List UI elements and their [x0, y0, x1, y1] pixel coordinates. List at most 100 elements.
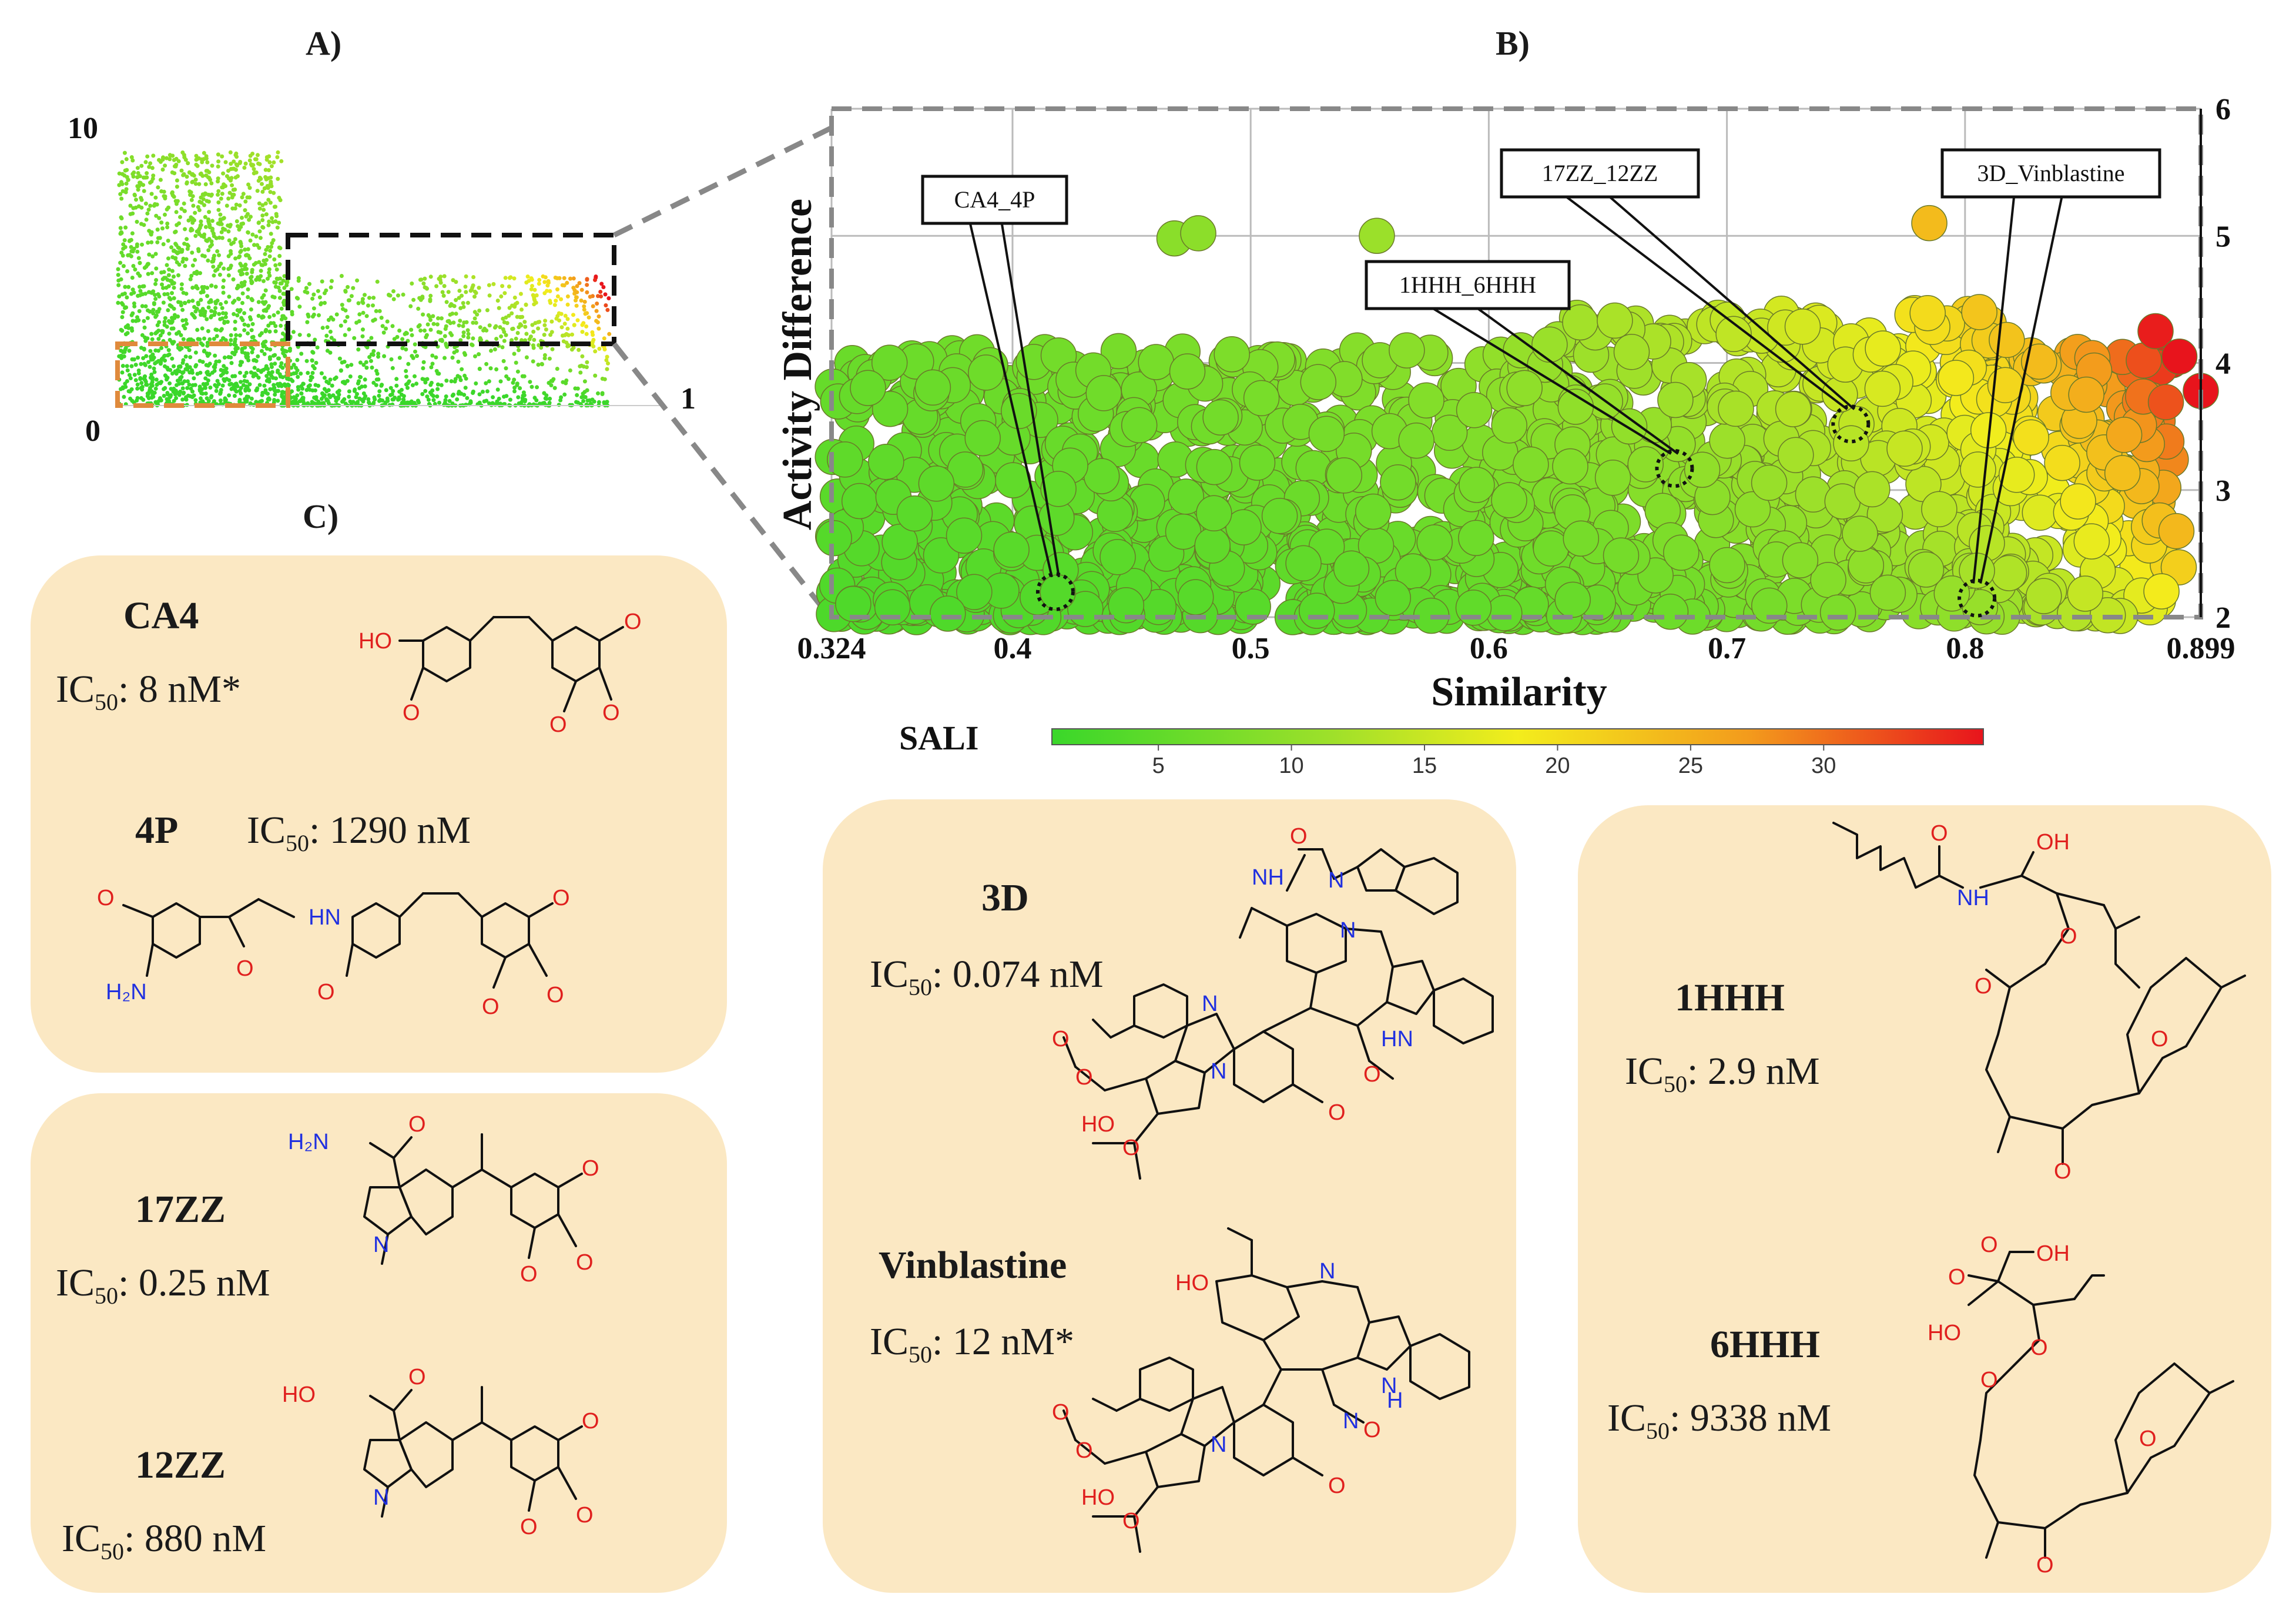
overview-point [464, 320, 469, 324]
scatter-point [1531, 326, 1568, 363]
overview-point [203, 215, 207, 219]
overview-point [133, 363, 138, 367]
scatter-point [1380, 464, 1416, 501]
overview-point [144, 217, 149, 222]
svg-text:O: O [547, 983, 564, 1007]
scatter-point [1751, 464, 1788, 501]
overview-point [582, 304, 586, 309]
overview-point [123, 284, 128, 289]
overview-point [290, 400, 295, 404]
compound-name-1hhh: 1HHH [1675, 976, 1785, 1019]
overview-point [185, 246, 190, 251]
overview-point [132, 357, 136, 361]
overview-point [183, 264, 187, 268]
overview-point [420, 377, 425, 381]
scatter-point [914, 369, 951, 406]
overview-point [125, 368, 130, 373]
overview-point [122, 238, 127, 243]
scatter-point [1398, 422, 1434, 459]
overview-point [297, 304, 302, 309]
overview-point [159, 346, 164, 350]
overview-point [317, 295, 322, 300]
overview-point [234, 151, 239, 156]
scatter-point [2143, 573, 2180, 610]
overview-point [499, 294, 504, 299]
overview-point [133, 378, 138, 383]
overview-point [485, 308, 490, 313]
overview-point [352, 336, 357, 340]
x-ticks: 0.324 0.4 0.5 0.6 0.7 0.8 0.899 [797, 632, 2235, 665]
overview-point [125, 364, 129, 369]
overview-point [160, 282, 164, 287]
overview-point [262, 207, 266, 212]
overview-point [494, 367, 499, 371]
overview-point [162, 394, 166, 398]
overview-point [153, 386, 158, 391]
overview-point [364, 360, 368, 364]
overview-point [202, 349, 207, 353]
svg-text:O: O [2060, 924, 2077, 949]
overview-point [227, 382, 232, 387]
scatter-point [1833, 425, 1869, 462]
overview-point [267, 329, 272, 334]
y-tick-label: 6 [2215, 93, 2231, 126]
overview-point [240, 216, 244, 220]
overview-point [385, 319, 390, 324]
colorbar-label: SALI [899, 719, 978, 757]
x-axis-title: Similarity [1431, 669, 1607, 715]
overview-point [525, 274, 530, 279]
overview-point [226, 267, 231, 272]
svg-text:NH: NH [1957, 886, 1989, 910]
overview-point [267, 355, 272, 360]
overview-point [273, 392, 277, 397]
overview-point [423, 328, 427, 333]
overview-point [382, 354, 387, 359]
overview-point [267, 254, 272, 259]
overview-point [266, 197, 271, 202]
scatter-point [1459, 467, 1495, 503]
svg-text:N: N [373, 1485, 389, 1510]
overview-point [217, 359, 222, 364]
overview-point [562, 276, 567, 280]
overview-point [585, 290, 589, 294]
overview-plot: 10 0 1 [68, 112, 837, 625]
compound-ic50-4p: IC50: 1290 nM [247, 809, 471, 857]
overview-point [338, 369, 343, 373]
overview-point [143, 363, 148, 367]
overview-point [150, 176, 155, 181]
overview-point [574, 298, 578, 303]
overview-point [310, 371, 315, 375]
colorbar-tick-label: 10 [1279, 754, 1303, 778]
overview-point [266, 245, 270, 249]
overview-point [421, 366, 425, 370]
overview-point [448, 331, 453, 336]
overview-point [203, 182, 208, 186]
overview-point [570, 332, 574, 337]
overview-point [524, 331, 529, 336]
scatter-point [1083, 458, 1120, 494]
overview-point [409, 327, 414, 332]
svg-text:O: O [1075, 1438, 1093, 1463]
overview-point [454, 312, 458, 316]
overview-point [442, 284, 447, 289]
overview-point [152, 390, 157, 395]
scatter-point [1960, 451, 1996, 488]
overview-point [136, 256, 141, 260]
scatter-point [1709, 422, 1745, 459]
overview-point [136, 187, 140, 192]
overview-point [262, 383, 267, 388]
scatter-point [930, 595, 966, 632]
overview-point [203, 225, 208, 229]
overview-point [199, 290, 203, 295]
overview-point [484, 381, 488, 386]
sali-colorbar [1051, 728, 1984, 745]
overview-point [242, 374, 247, 379]
overview-point [324, 389, 329, 394]
overview-point [347, 327, 351, 331]
overview-point [218, 212, 223, 217]
overview-point [376, 351, 381, 356]
overview-point [117, 294, 122, 299]
overview-point [165, 377, 169, 382]
overview-point [555, 367, 559, 371]
scatter-point [1491, 407, 1527, 444]
